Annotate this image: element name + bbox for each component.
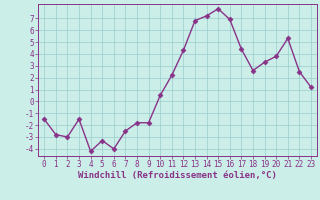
X-axis label: Windchill (Refroidissement éolien,°C): Windchill (Refroidissement éolien,°C) [78,171,277,180]
